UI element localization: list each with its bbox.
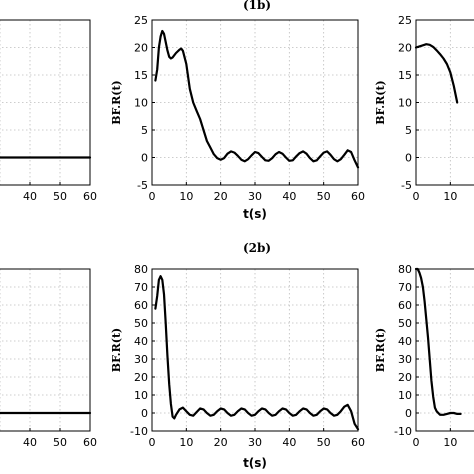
y-tick-label: 30: [398, 353, 412, 366]
x-tick-label: 60: [351, 436, 365, 449]
y-tick-label: 20: [134, 42, 148, 55]
y-tick-label: 20: [134, 371, 148, 384]
y-tick-label: -10: [394, 425, 412, 438]
x-axis-label: t(s): [243, 207, 267, 221]
y-tick-label: 60: [134, 299, 148, 312]
y-tick-label: 80: [398, 263, 412, 276]
x-tick-label: 0: [149, 190, 156, 203]
panel-title: (1b): [243, 0, 271, 12]
y-tick-label: 10: [398, 97, 412, 110]
x-tick-label: 50: [317, 190, 331, 203]
y-tick-label: 70: [398, 281, 412, 294]
x-tick-label: 60: [83, 436, 97, 449]
plot-r2-mid: 0 10 20 30 40 50 6080706050403020100-10BF.R(t)…: [110, 241, 365, 470]
y-tick-label: 25: [134, 14, 148, 27]
y-tick-label: 50: [134, 317, 148, 330]
plot-frame: [0, 19, 91, 186]
x-tick-label: 50: [317, 436, 331, 449]
y-tick-label: 10: [398, 389, 412, 402]
y-tick-label: 70: [134, 281, 148, 294]
y-tick-label: 60: [398, 299, 412, 312]
y-tick-label: 30: [134, 353, 148, 366]
x-tick-label: 40: [282, 190, 296, 203]
x-tick-label: 50: [53, 190, 67, 203]
y-tick-label: 80: [134, 263, 148, 276]
x-tick-label: 10: [179, 436, 193, 449]
y-tick-label: 5: [141, 124, 148, 137]
x-tick-label: 40: [23, 436, 37, 449]
x-tick-label: 40: [23, 190, 37, 203]
x-tick-label: 0: [413, 436, 420, 449]
y-tick-label: 20: [398, 371, 412, 384]
y-tick-label: 15: [398, 69, 412, 82]
x-tick-label: 30: [248, 436, 262, 449]
x-tick-label: 50: [53, 436, 67, 449]
y-tick-label: 50: [398, 317, 412, 330]
series-line: [414, 267, 462, 416]
plot-frame: [0, 268, 91, 432]
plot-r1-left: 40 50 60: [0, 19, 97, 203]
series-line: [154, 275, 360, 431]
y-tick-label: -5: [401, 179, 412, 192]
x-tick-label: 20: [214, 190, 228, 203]
x-tick-label: 60: [83, 190, 97, 203]
x-tick-label: 10: [179, 190, 193, 203]
y-tick-label: 40: [134, 335, 148, 348]
y-tick-label: 0: [141, 152, 148, 165]
y-tick-label: 0: [405, 152, 412, 165]
plot-r2-left: 40 50 60: [0, 268, 97, 449]
y-tick-label: 0: [405, 407, 412, 420]
y-tick-label: 5: [405, 124, 412, 137]
y-axis-label: BF.R(t): [110, 328, 123, 372]
x-tick-label: 30: [248, 190, 262, 203]
y-tick-label: 25: [398, 14, 412, 27]
series-line: [414, 43, 459, 104]
x-tick-label: 10: [443, 190, 457, 203]
plot-frame: [415, 268, 474, 432]
x-tick-label: 0: [149, 436, 156, 449]
x-tick-label: 60: [351, 190, 365, 203]
x-axis-label: t(s): [243, 456, 267, 470]
x-tick-label: 0: [413, 190, 420, 203]
x-tick-label: 40: [282, 436, 296, 449]
y-axis-label: BF.R(t): [374, 80, 387, 124]
series-line: [154, 29, 360, 169]
y-tick-label: 10: [134, 389, 148, 402]
x-tick-label: 10: [443, 436, 457, 449]
y-tick-label: -10: [130, 425, 148, 438]
y-tick-label: 20: [398, 42, 412, 55]
y-tick-label: 10: [134, 97, 148, 110]
y-axis-label: BF.R(t): [110, 80, 123, 124]
panel-title: (2b): [243, 241, 271, 255]
y-tick-label: -5: [137, 179, 148, 192]
y-tick-label: 0: [141, 407, 148, 420]
y-tick-label: 15: [134, 69, 148, 82]
y-axis-label: BF.R(t): [374, 328, 387, 372]
y-tick-label: 40: [398, 335, 412, 348]
x-tick-label: 20: [214, 436, 228, 449]
